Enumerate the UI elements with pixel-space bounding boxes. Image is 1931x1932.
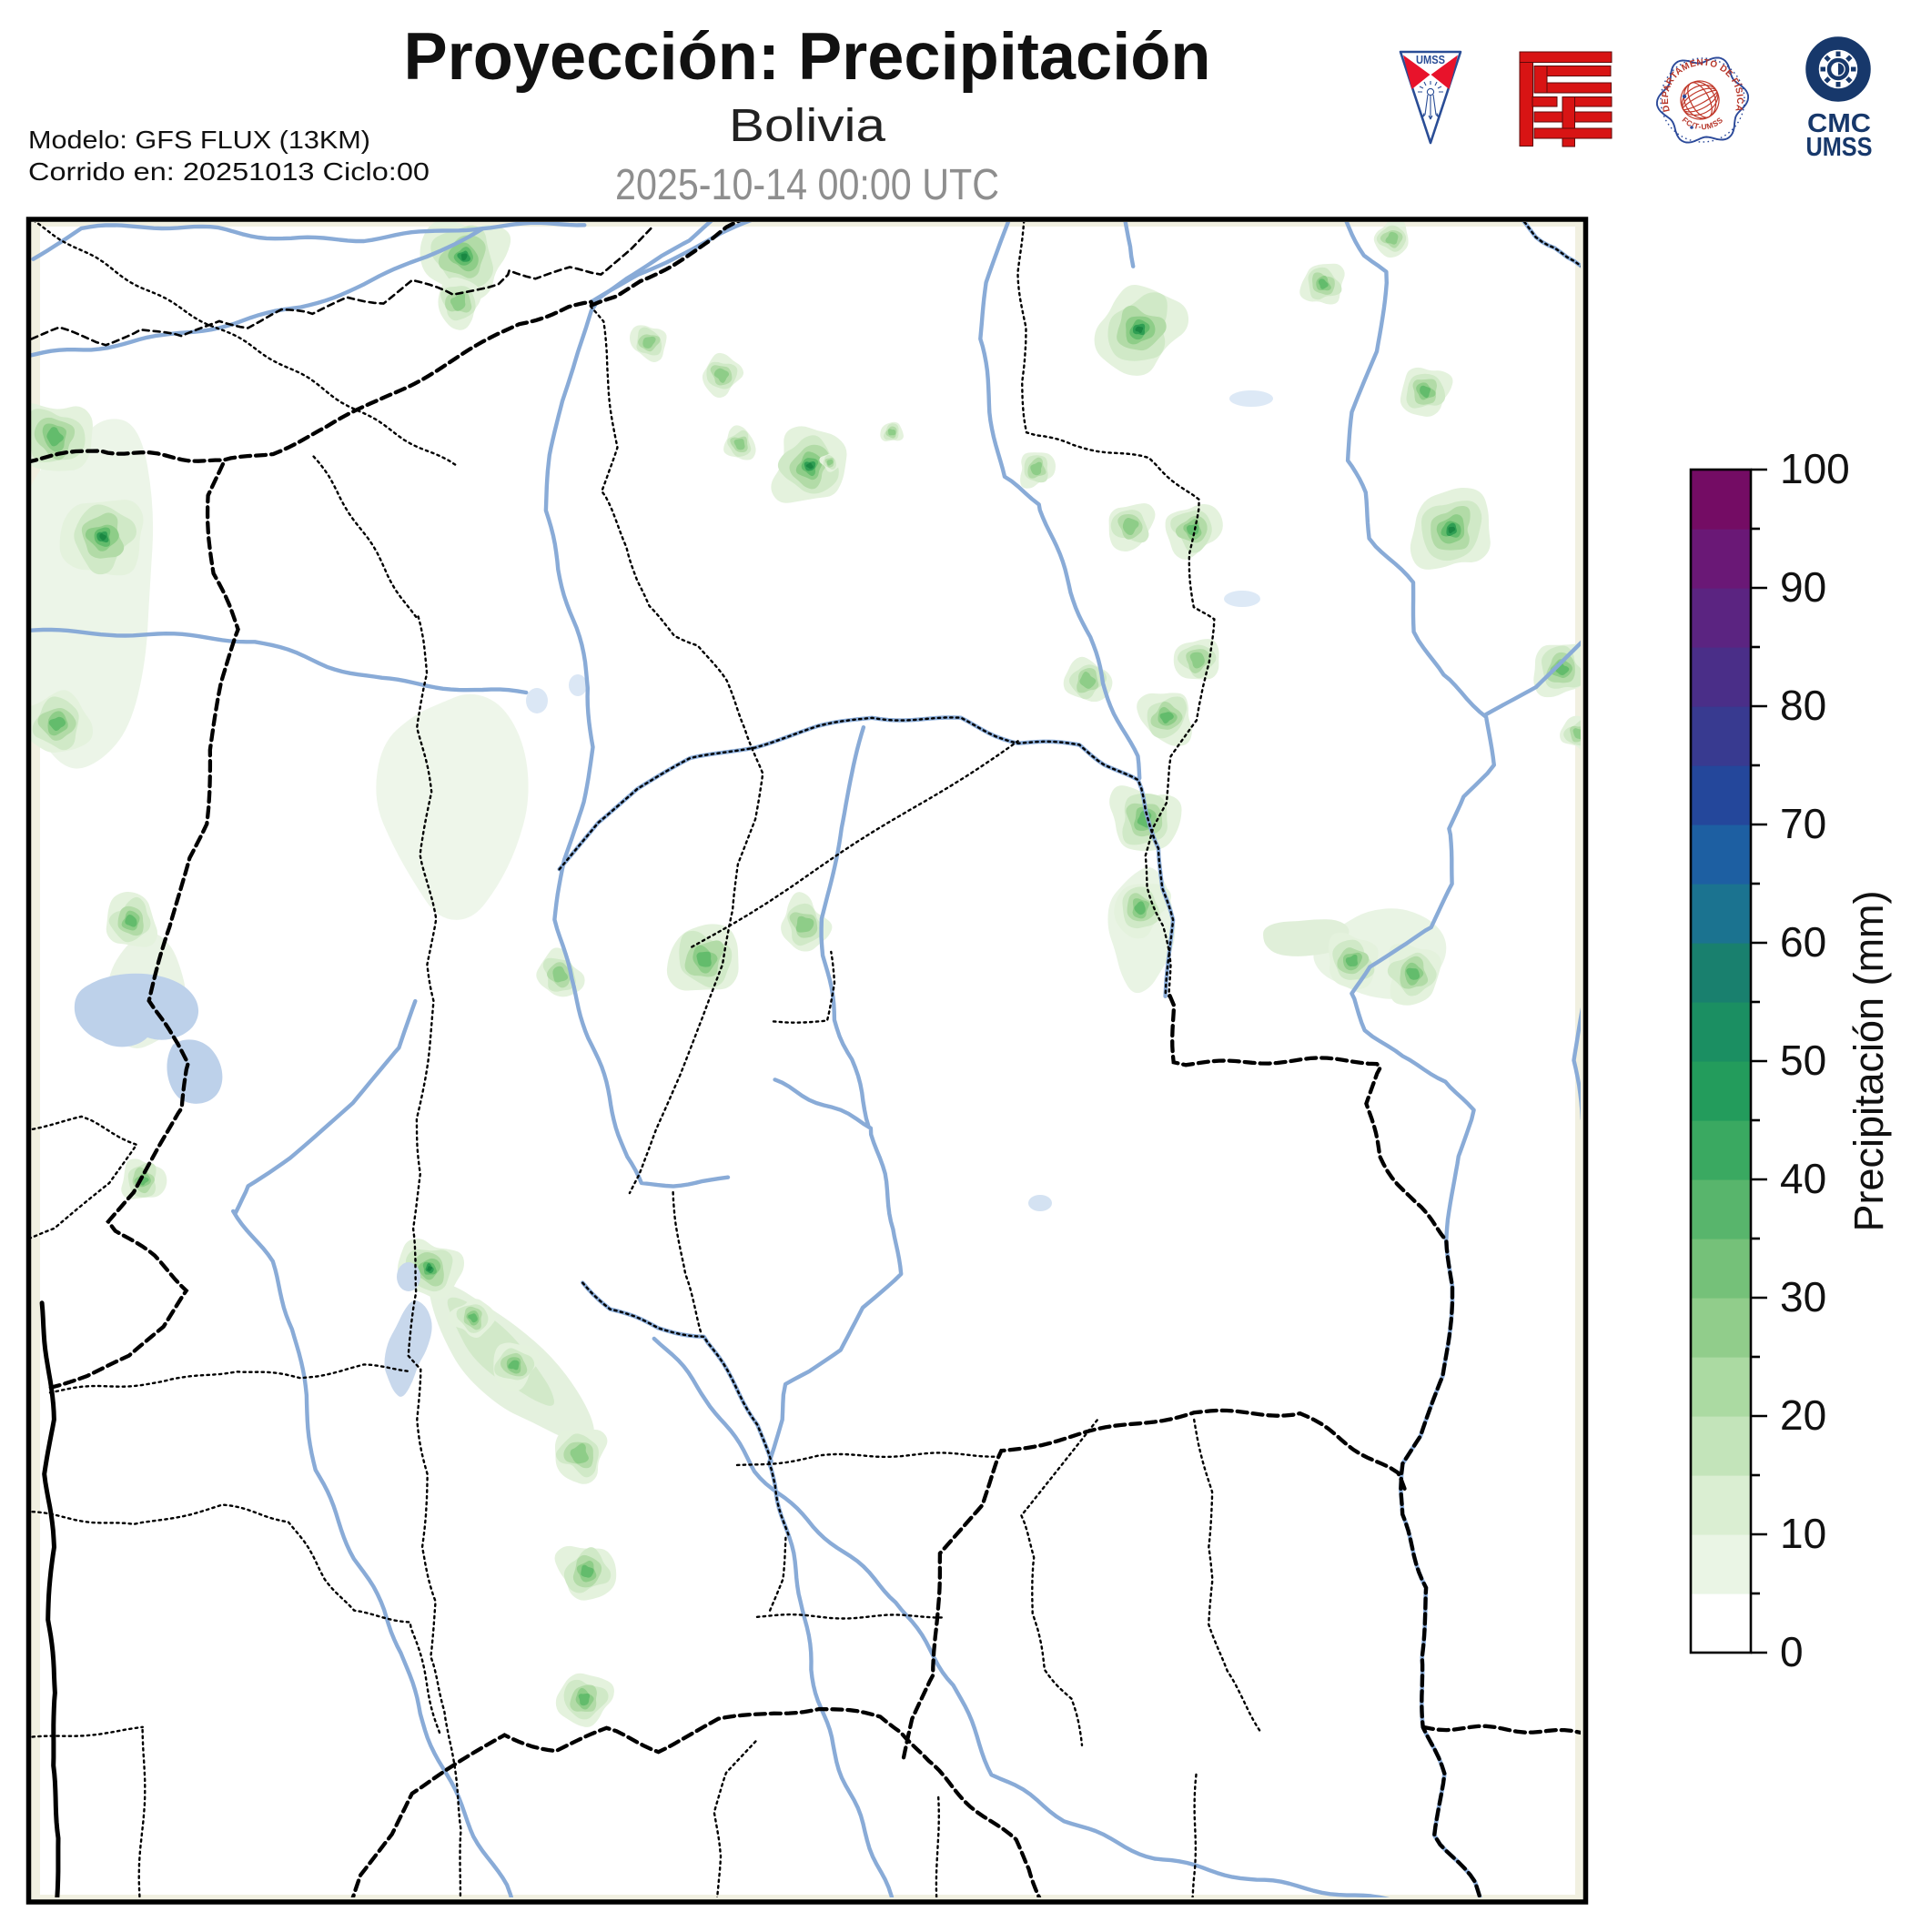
svg-text:Proyección: Precipitación: Proyección: Precipitación [404,20,1211,94]
svg-text:0: 0 [1780,1628,1804,1675]
svg-text:Bolivia: Bolivia [729,99,886,151]
svg-text:Precipitación (mm): Precipitación (mm) [1845,890,1892,1231]
svg-text:100: 100 [1780,445,1850,492]
svg-text:20: 20 [1780,1391,1826,1439]
svg-text:CMC: CMC [1807,109,1871,138]
svg-text:2025-10-14 00:00 UTC: 2025-10-14 00:00 UTC [615,161,999,209]
svg-text:30: 30 [1780,1273,1826,1320]
svg-text:10: 10 [1780,1510,1826,1557]
svg-text:50: 50 [1780,1037,1826,1084]
svg-text:90: 90 [1780,563,1826,611]
svg-text:UMSS: UMSS [1416,54,1445,66]
svg-text:70: 70 [1780,800,1826,847]
svg-text:60: 60 [1780,918,1826,966]
svg-text:Modelo: GFS FLUX (13KM): Modelo: GFS FLUX (13KM) [28,126,370,154]
svg-text:80: 80 [1780,682,1826,729]
svg-text:Corrido en: 20251013 Ciclo:00: Corrido en: 20251013 Ciclo:00 [28,157,430,186]
svg-text:UMSS: UMSS [1806,133,1873,162]
svg-text:40: 40 [1780,1155,1826,1202]
